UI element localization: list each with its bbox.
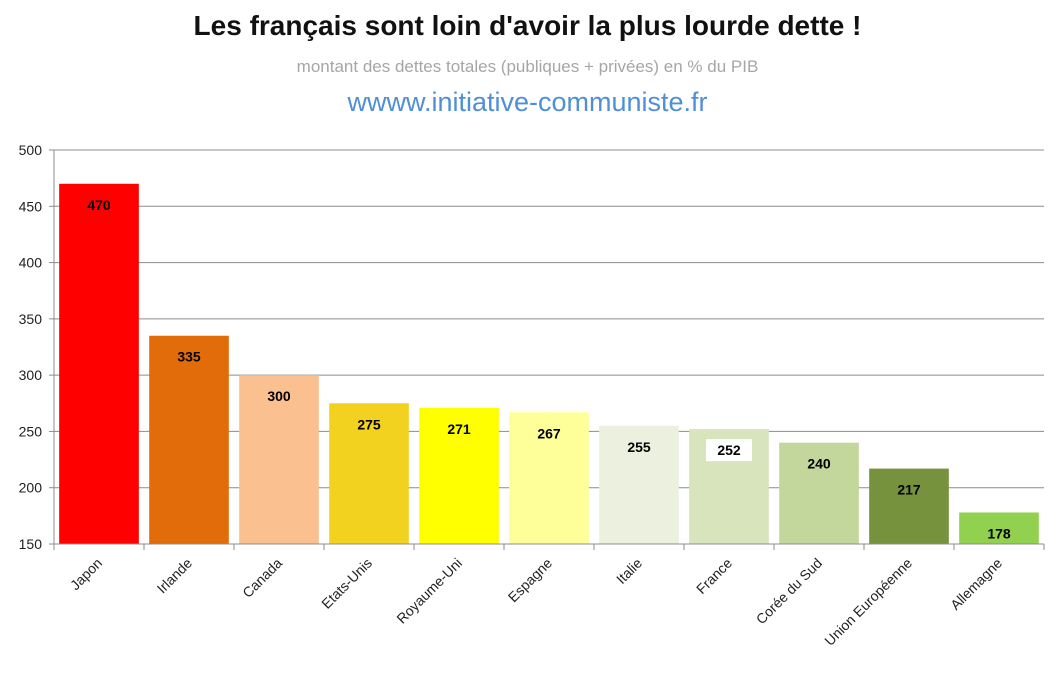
data-label: 178	[987, 525, 1011, 541]
chart-title: Les français sont loin d'avoir la plus l…	[193, 10, 862, 41]
bar	[959, 512, 1039, 544]
bar	[239, 375, 319, 544]
y-tick-label: 300	[19, 367, 43, 383]
y-tick-label: 400	[19, 255, 43, 271]
site-url: wwww.initiative-communiste.fr	[347, 87, 708, 117]
y-tick-label: 450	[19, 198, 43, 214]
y-tick-label: 500	[19, 142, 43, 158]
data-label: 300	[267, 388, 291, 404]
data-label: 275	[357, 416, 381, 432]
x-tick-label: France	[693, 555, 735, 597]
bar	[329, 403, 409, 544]
bar	[59, 183, 139, 544]
bar	[419, 407, 499, 544]
data-label: 271	[447, 421, 471, 437]
bar	[869, 468, 949, 544]
data-label: 252	[717, 442, 741, 458]
x-tick-label: Canada	[239, 555, 285, 601]
data-label: 267	[537, 425, 561, 441]
data-label: 470	[87, 197, 111, 213]
data-label: 255	[627, 439, 651, 455]
x-tick-label: Allemagne	[947, 555, 1005, 613]
x-tick-label: Irlande	[154, 555, 196, 597]
chart-subtitle: montant des dettes totales (publiques + …	[296, 57, 759, 76]
x-tick-label: Union Européenne	[821, 555, 915, 649]
data-label: 217	[897, 482, 921, 498]
y-tick-label: 200	[19, 480, 43, 496]
y-tick-label: 350	[19, 311, 43, 327]
data-label: 240	[807, 456, 831, 472]
x-tick-label: Espagne	[505, 555, 556, 606]
x-tick-label: Italie	[613, 555, 645, 587]
x-tick-label: Etats-Unis	[318, 555, 375, 612]
x-tick-label: Japon	[67, 555, 105, 593]
x-tick-label: Royaume-Uni	[393, 555, 465, 627]
x-tick-label: Corée du Sud	[753, 555, 825, 627]
bar	[779, 442, 859, 544]
data-label: 335	[177, 349, 201, 365]
bar	[149, 335, 229, 544]
data-label-background	[706, 439, 752, 462]
bar	[509, 412, 589, 544]
y-tick-label: 150	[19, 536, 43, 552]
bar	[599, 425, 679, 544]
y-tick-label: 250	[19, 423, 43, 439]
